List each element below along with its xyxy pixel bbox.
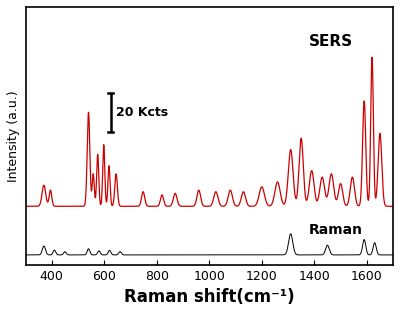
Text: SERS: SERS [309,34,353,49]
Text: 20 Kcts: 20 Kcts [116,106,168,119]
Y-axis label: Intensity (a.u.): Intensity (a.u.) [7,90,20,182]
X-axis label: Raman shift(cm⁻¹): Raman shift(cm⁻¹) [124,288,294,306]
Text: Raman: Raman [309,223,363,237]
